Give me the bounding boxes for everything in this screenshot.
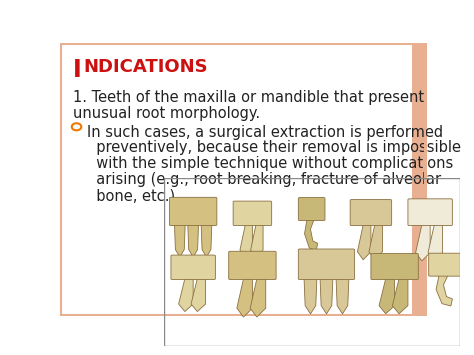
FancyBboxPatch shape: [428, 253, 461, 276]
Polygon shape: [336, 279, 349, 314]
FancyBboxPatch shape: [298, 198, 325, 220]
Polygon shape: [369, 225, 383, 260]
Polygon shape: [304, 279, 317, 314]
Polygon shape: [357, 225, 371, 260]
Text: preventively, because their removal is impossible: preventively, because their removal is i…: [87, 141, 461, 155]
FancyBboxPatch shape: [228, 251, 276, 279]
FancyBboxPatch shape: [371, 253, 418, 279]
Text: NDICATIONS: NDICATIONS: [83, 59, 208, 76]
Text: 1. Teeth of the maxilla or mandible that present: 1. Teeth of the maxilla or mandible that…: [73, 91, 424, 105]
FancyBboxPatch shape: [298, 249, 355, 279]
Polygon shape: [304, 220, 318, 250]
Polygon shape: [428, 225, 443, 261]
FancyBboxPatch shape: [170, 197, 217, 225]
FancyBboxPatch shape: [233, 201, 272, 225]
Polygon shape: [436, 275, 452, 306]
Text: bone, etc.).: bone, etc.).: [87, 188, 180, 203]
FancyBboxPatch shape: [408, 199, 452, 225]
Polygon shape: [174, 225, 185, 257]
Polygon shape: [416, 225, 430, 261]
Text: In such cases, a surgical extraction is performed: In such cases, a surgical extraction is …: [87, 125, 443, 140]
Polygon shape: [320, 279, 333, 314]
Polygon shape: [250, 279, 266, 317]
Polygon shape: [392, 279, 408, 314]
Polygon shape: [191, 279, 206, 312]
Text: with the simple technique without complications: with the simple technique without compli…: [87, 156, 453, 171]
FancyBboxPatch shape: [171, 255, 215, 279]
Polygon shape: [188, 225, 199, 257]
Polygon shape: [179, 279, 193, 312]
Polygon shape: [237, 279, 252, 317]
Polygon shape: [201, 225, 212, 257]
FancyBboxPatch shape: [350, 200, 392, 225]
Text: arising (e.g., root breaking, fracture of alveolar: arising (e.g., root breaking, fracture o…: [87, 172, 441, 187]
Polygon shape: [240, 225, 252, 258]
Text: I: I: [73, 58, 82, 82]
Polygon shape: [379, 279, 394, 314]
FancyBboxPatch shape: [412, 43, 427, 316]
Polygon shape: [251, 225, 263, 258]
Text: unusual root morphology.: unusual root morphology.: [73, 106, 260, 121]
